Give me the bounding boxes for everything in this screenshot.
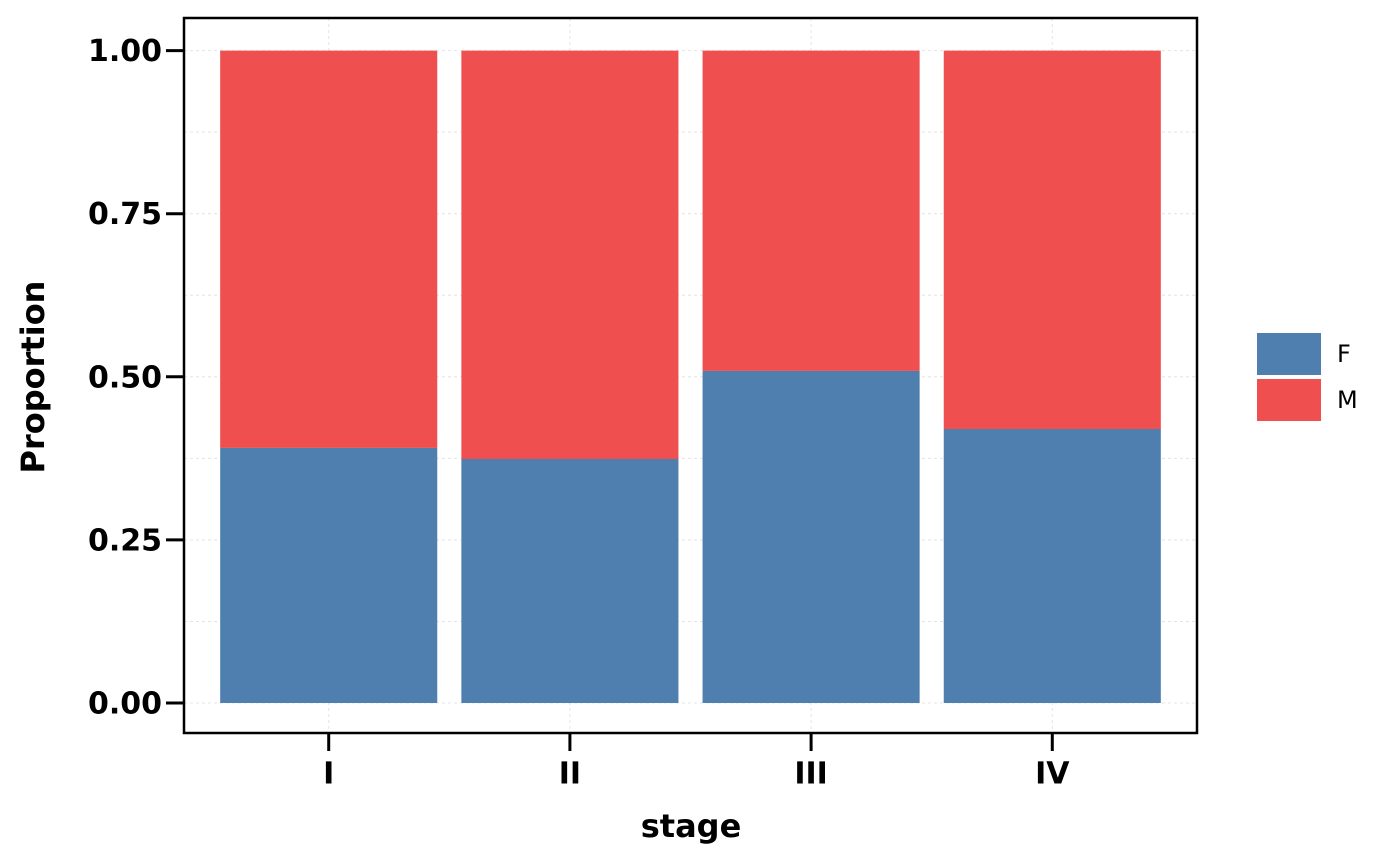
bar-segment <box>220 50 438 448</box>
bar-segment <box>702 370 920 703</box>
y-tick-label: 0.00 <box>88 686 162 721</box>
x-tick-label: I <box>323 757 334 792</box>
bar-segment <box>461 459 679 703</box>
legend-swatch <box>1257 333 1321 375</box>
x-tick-label: II <box>559 757 581 792</box>
y-tick-label: 0.50 <box>88 360 162 395</box>
legend-swatch <box>1257 379 1321 421</box>
bar-segment <box>943 428 1161 703</box>
x-tick-label: III <box>794 757 828 792</box>
x-axis-title: stage <box>641 807 742 845</box>
y-axis-title: Proportion <box>14 281 52 474</box>
bar-segment <box>702 50 920 371</box>
y-tick-label: 1.00 <box>88 34 162 69</box>
bar-segment <box>220 447 438 703</box>
bar-segment <box>943 50 1161 429</box>
legend-label: M <box>1337 386 1358 414</box>
y-tick-label: 0.75 <box>88 197 162 232</box>
y-tick-label: 0.25 <box>88 523 162 558</box>
x-tick-label: IV <box>1035 757 1070 792</box>
legend-label: F <box>1337 340 1351 368</box>
bar-segment <box>461 50 679 460</box>
